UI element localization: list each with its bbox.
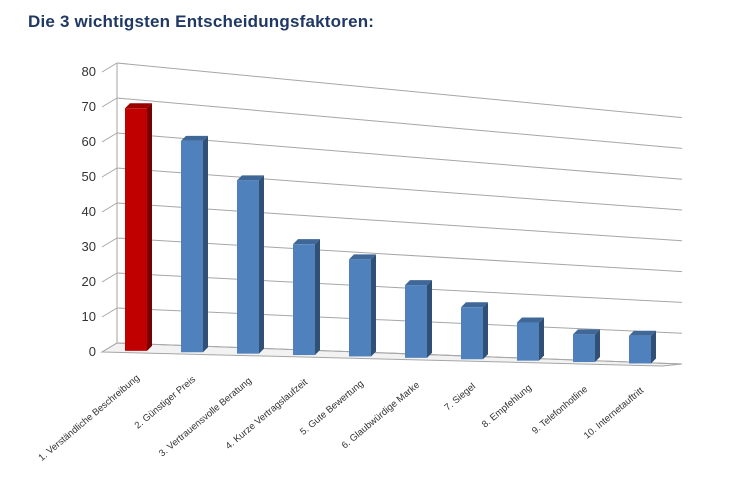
- bar-front: [181, 140, 203, 353]
- bar-front: [517, 322, 539, 361]
- gridline-depth: [101, 307, 118, 318]
- y-tick-label: 70: [82, 99, 96, 114]
- y-tick-label: 10: [82, 309, 96, 324]
- bar-front: [237, 180, 259, 354]
- gridline: [116, 132, 683, 180]
- chart-title: Die 3 wichtigsten Entscheidungsfaktoren:: [28, 12, 375, 31]
- bars: [125, 103, 656, 364]
- x-tick-label: 8. Empfehlung: [480, 383, 534, 431]
- gridline-depth: [101, 342, 118, 353]
- bar-top: [573, 329, 600, 335]
- bar-front: [349, 259, 371, 357]
- bar: [349, 254, 376, 357]
- bar: [237, 175, 264, 354]
- bar-top: [405, 280, 432, 286]
- y-tick-label: 20: [82, 274, 96, 289]
- gridline-depth: [101, 237, 118, 248]
- bar-front: [405, 285, 427, 358]
- bar-front: [629, 335, 651, 364]
- y-tick-label: 80: [82, 64, 96, 79]
- gridline: [116, 202, 683, 242]
- bar-side: [147, 103, 152, 351]
- x-tick-label: 7. Siegel: [443, 381, 478, 413]
- y-tick-label: 40: [82, 204, 96, 219]
- gridline: [116, 237, 683, 273]
- bar-side: [203, 135, 208, 353]
- bar-top: [461, 302, 488, 308]
- bar-top: [293, 239, 320, 245]
- bar: [517, 317, 544, 361]
- bar-side: [427, 280, 432, 358]
- gridline-depth: [101, 272, 118, 283]
- y-tick-label: 50: [82, 169, 96, 184]
- gridline-depth: [101, 62, 118, 73]
- bar-front: [293, 244, 315, 356]
- gridline: [116, 307, 683, 334]
- gridline: [116, 272, 683, 303]
- bar: [461, 302, 488, 360]
- bar: [125, 103, 152, 351]
- x-tick-label: 3. Vertrauensvolle Beratung: [157, 376, 254, 460]
- bar-side: [539, 317, 544, 361]
- x-tick-label: 9. Telefonhotline: [530, 384, 590, 437]
- bar-top: [517, 317, 544, 323]
- y-axis-ticks: 0 10 20 30 40 50 60 70 80: [82, 64, 96, 359]
- y-tick-label: 60: [82, 134, 96, 149]
- bar-side: [595, 329, 600, 363]
- gridline-depth: [101, 132, 118, 143]
- y-tick-label: 0: [89, 344, 96, 359]
- x-tick-label: 2. Günstiger Preis: [133, 374, 199, 431]
- gridline-depth: [101, 97, 118, 108]
- bar-side: [371, 254, 376, 357]
- bar-top: [181, 135, 208, 141]
- bar-side: [259, 175, 264, 354]
- bar: [293, 239, 320, 356]
- y-tick-label: 30: [82, 239, 96, 254]
- bar: [181, 135, 208, 353]
- bar-front: [461, 307, 483, 360]
- bar: [573, 329, 600, 363]
- bar-side: [315, 239, 320, 356]
- x-tick-label: 10. Internetauftritt: [582, 385, 646, 442]
- bar-side: [651, 330, 656, 364]
- bar-top: [629, 330, 656, 336]
- bar-side: [483, 302, 488, 360]
- bar-top: [349, 254, 376, 260]
- bar-top: [125, 103, 152, 109]
- bar: [629, 330, 656, 364]
- bar: [405, 280, 432, 358]
- bar-top: [237, 175, 264, 181]
- bar-front: [573, 334, 595, 363]
- x-tick-label: 1. Verständliche Beschreibung: [37, 373, 142, 464]
- gridline: [116, 167, 683, 211]
- bar-front: [125, 108, 147, 351]
- gridline-depth: [101, 167, 118, 178]
- gridline: [116, 62, 683, 119]
- gridline-depth: [101, 202, 118, 213]
- gridline: [116, 97, 683, 149]
